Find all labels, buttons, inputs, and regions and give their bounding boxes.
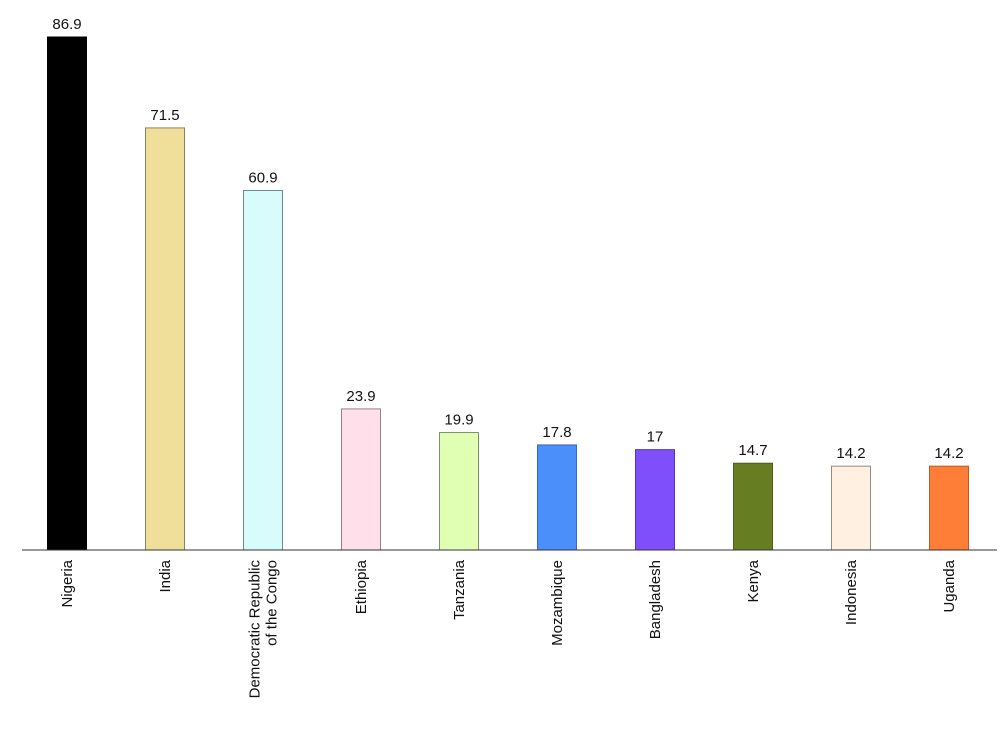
value-label-ethiopia: 23.9 — [346, 388, 375, 405]
category-label-line: Kenya — [745, 559, 762, 602]
bar-india — [145, 127, 185, 551]
category-label-line: India — [157, 559, 174, 592]
value-labels: 86.9 71.5 60.9 23.9 19.9 17.8 17 14.7 14.2 14.2 — [52, 16, 963, 462]
value-label-uganda: 14.2 — [934, 445, 963, 462]
category-label-uganda: Uganda — [941, 559, 958, 612]
bar-democratic-republic-of-the-congo — [243, 189, 283, 551]
category-label-line: Indonesia — [843, 559, 860, 625]
bar-ethiopia — [341, 408, 381, 551]
category-label-indonesia: Indonesia — [843, 559, 860, 625]
value-label-indonesia: 14.2 — [836, 445, 865, 462]
value-label-democratic-republic-of-the-congo: 60.9 — [248, 169, 277, 186]
category-label-line: Ethiopia — [353, 559, 370, 614]
category-label-democratic-republic-of-the-congo: Democratic Republicof the Congo — [247, 560, 281, 699]
value-label-nigeria: 86.9 — [52, 16, 81, 33]
bar-uganda — [929, 465, 969, 551]
category-label-bangladesh: Bangladesh — [647, 560, 664, 639]
bar-nigeria — [47, 36, 87, 551]
category-labels: Nigeria India Democratic Republicof the Co… — [59, 559, 958, 698]
category-label-line: Tanzania — [451, 559, 468, 620]
bar-indonesia — [831, 465, 871, 551]
category-label-kenya: Kenya — [745, 559, 762, 602]
category-label-line: Democratic Republic — [247, 560, 264, 699]
category-label-line: Mozambique — [549, 560, 566, 646]
category-label-line: Bangladesh — [647, 560, 664, 639]
bar-kenya — [733, 462, 773, 551]
value-label-india: 71.5 — [150, 107, 179, 124]
category-label-nigeria: Nigeria — [59, 559, 76, 607]
value-label-mozambique: 17.8 — [542, 424, 571, 441]
value-label-kenya: 14.7 — [738, 442, 767, 459]
bar-tanzania — [439, 432, 479, 551]
category-label-line: Uganda — [941, 559, 958, 612]
category-label-ethiopia: Ethiopia — [353, 559, 370, 614]
bar-mozambique — [537, 444, 577, 551]
category-label-line: of the Congo — [264, 560, 281, 646]
bars — [47, 36, 969, 551]
category-label-mozambique: Mozambique — [549, 560, 566, 646]
category-label-tanzania: Tanzania — [451, 559, 468, 620]
category-label-line: Nigeria — [59, 559, 76, 607]
category-label-india: India — [157, 559, 174, 592]
bar-bangladesh — [635, 449, 675, 551]
value-label-bangladesh: 17 — [647, 429, 664, 446]
value-label-tanzania: 19.9 — [444, 412, 473, 429]
